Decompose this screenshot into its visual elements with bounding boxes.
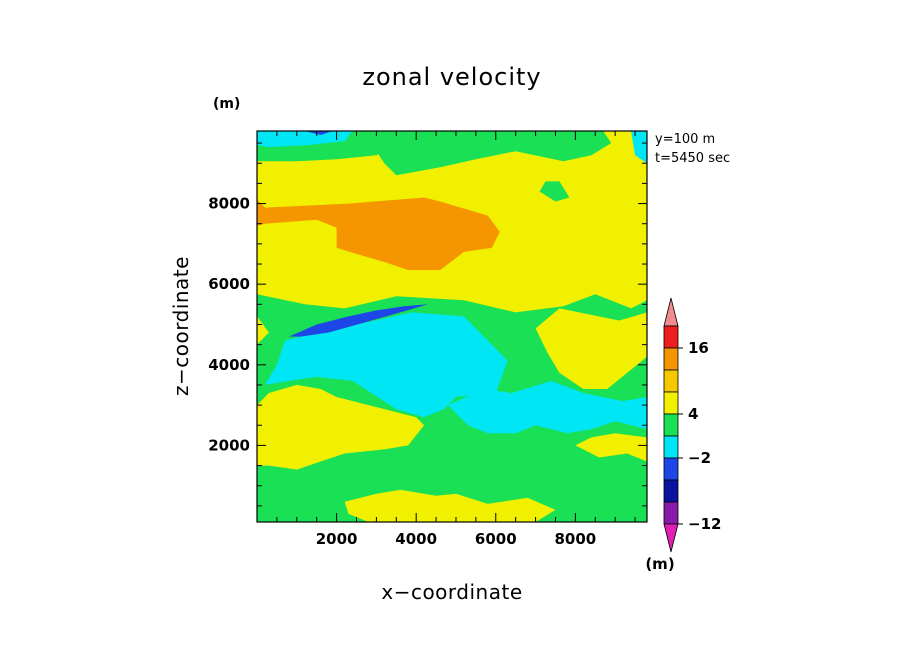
y-tick-label: 4000 bbox=[208, 356, 250, 374]
contour-region-cyan bbox=[257, 131, 353, 148]
colorbar: 16 4 −2 −12 bbox=[663, 297, 721, 553]
plot-area bbox=[256, 130, 648, 523]
contour-region-yellow bbox=[257, 316, 269, 345]
x-axis-label: x−coordinate bbox=[381, 580, 522, 604]
x-tick-label: 8000 bbox=[554, 530, 596, 548]
chart-title: zonal velocity bbox=[362, 63, 541, 91]
colorbar-bottom-arrow bbox=[663, 523, 679, 553]
plot-frame bbox=[256, 130, 648, 523]
colorbar-tick-label: −2 bbox=[688, 449, 711, 467]
colorbar-top-arrow bbox=[663, 297, 679, 327]
contour-region-green bbox=[539, 181, 570, 202]
y-unit-label: (m) bbox=[213, 96, 240, 112]
x-tick-label: 4000 bbox=[395, 530, 437, 548]
contour-layer bbox=[257, 131, 647, 522]
contour-region-cyan bbox=[448, 380, 647, 434]
colorbar-tick-label: 4 bbox=[688, 405, 698, 423]
contour-region-cyan bbox=[631, 131, 647, 164]
colorbar-band bbox=[663, 369, 679, 393]
contour-region-green bbox=[376, 131, 612, 176]
contour-region-green bbox=[257, 518, 309, 522]
contour-region-blue bbox=[288, 304, 429, 337]
colorbar-tick-label: 16 bbox=[688, 339, 709, 357]
colorbar-band bbox=[663, 413, 679, 437]
colorbar-tick-label: −12 bbox=[688, 515, 721, 533]
colorbar-band bbox=[663, 501, 679, 525]
contour-region-yellow bbox=[575, 433, 647, 462]
contour-region-green bbox=[627, 505, 647, 522]
colorbar-band bbox=[663, 435, 679, 459]
x-tick-label: 6000 bbox=[475, 530, 517, 548]
contour-region-yellow bbox=[344, 489, 556, 522]
y-tick-label: 6000 bbox=[208, 275, 250, 293]
contour-region-blue bbox=[304, 131, 333, 135]
contour-region-yellow bbox=[535, 308, 647, 389]
colorbar-band bbox=[663, 347, 679, 371]
x-tick-label: 2000 bbox=[316, 530, 358, 548]
colorbar-band bbox=[663, 391, 679, 415]
contour-region-yellow bbox=[257, 384, 425, 470]
colorbar-band bbox=[663, 479, 679, 503]
contour-region-orange bbox=[257, 197, 500, 271]
y-tick-label: 2000 bbox=[208, 436, 250, 454]
info-y-label: y=100 m bbox=[655, 132, 715, 147]
colorbar-band bbox=[663, 457, 679, 481]
y-axis-label: z−coordinate bbox=[169, 256, 193, 396]
x-axis: 2000 4000 6000 8000 bbox=[256, 131, 636, 548]
y-axis: 2000 4000 6000 8000 bbox=[208, 142, 647, 507]
y-tick-label: 8000 bbox=[208, 195, 250, 213]
info-time-label: t=5450 sec bbox=[655, 151, 730, 166]
colorbar-band bbox=[663, 325, 679, 349]
colorbar-unit-label: (m) bbox=[645, 555, 674, 573]
contour-region-cyan bbox=[265, 312, 508, 418]
